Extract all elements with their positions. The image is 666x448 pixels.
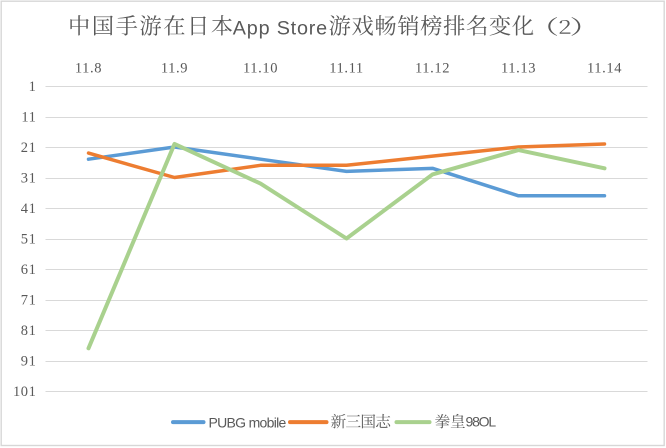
svg-text:11.12: 11.12 bbox=[415, 61, 450, 77]
svg-text:21: 21 bbox=[21, 140, 37, 156]
svg-text:61: 61 bbox=[21, 262, 37, 278]
svg-text:71: 71 bbox=[21, 292, 37, 308]
svg-text:11.10: 11.10 bbox=[243, 61, 278, 77]
svg-text:91: 91 bbox=[21, 353, 37, 369]
svg-text:81: 81 bbox=[21, 323, 37, 339]
svg-text:11.14: 11.14 bbox=[587, 61, 622, 77]
svg-text:31: 31 bbox=[21, 170, 37, 186]
svg-text:1: 1 bbox=[29, 79, 37, 95]
svg-text:11: 11 bbox=[21, 109, 36, 125]
svg-text:App Store: App Store bbox=[233, 18, 328, 40]
svg-text:11.11: 11.11 bbox=[329, 61, 364, 77]
svg-text:11.13: 11.13 bbox=[501, 61, 536, 77]
svg-text:11.9: 11.9 bbox=[161, 61, 188, 77]
svg-text:41: 41 bbox=[21, 201, 37, 217]
svg-text:101: 101 bbox=[13, 384, 37, 400]
svg-text:11.8: 11.8 bbox=[75, 61, 102, 77]
svg-text:PUBG mobile: PUBG mobile bbox=[209, 415, 287, 431]
svg-text:98OL: 98OL bbox=[466, 413, 497, 429]
svg-text:51: 51 bbox=[21, 231, 37, 247]
